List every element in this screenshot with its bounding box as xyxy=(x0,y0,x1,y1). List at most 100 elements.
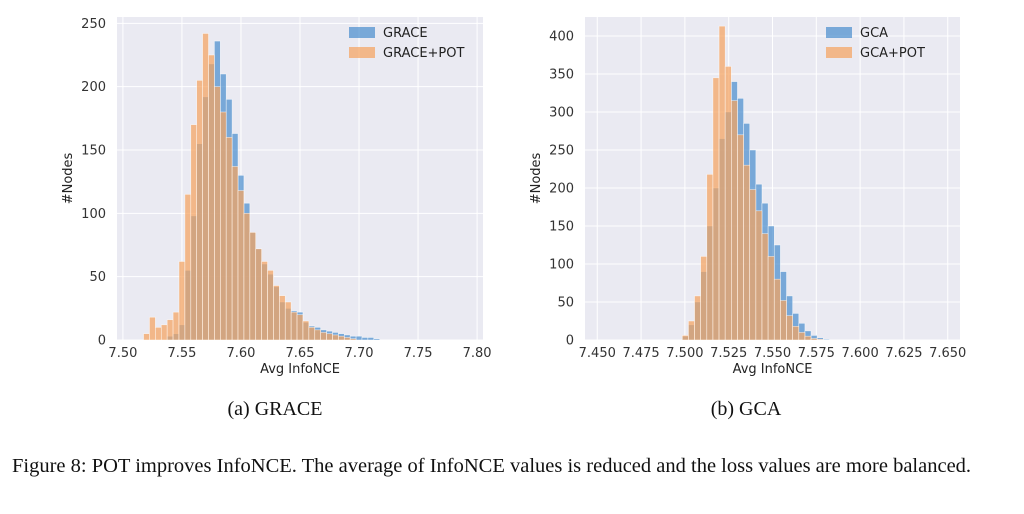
histogram-bar-grace-plus-pot xyxy=(349,338,357,341)
x-tick-label: 7.550 xyxy=(754,346,791,361)
histogram-bar-grace-plus-pot xyxy=(296,314,304,341)
histogram-bar-gca-plus-pot xyxy=(712,77,720,341)
histogram-bar-grace-plus-pot xyxy=(172,311,180,341)
y-tick-label: 250 xyxy=(81,17,106,32)
histogram-bar-gca-plus-pot xyxy=(743,164,751,341)
y-tick-label: 150 xyxy=(81,144,106,159)
histogram-bar-gca-plus-pot xyxy=(767,256,775,341)
histogram-bar-grace-plus-pot xyxy=(249,232,257,341)
histogram-bar-grace-plus-pot xyxy=(338,335,345,341)
x-tick-label: 7.70 xyxy=(345,346,374,361)
histogram-bar-grace-plus-pot xyxy=(184,194,192,341)
histogram-bar-gca xyxy=(823,338,830,341)
histogram-bar-grace xyxy=(355,335,363,341)
x-tick-label: 7.650 xyxy=(929,346,966,361)
chart-gca: 7.450 7.475 7.500 7.525 7.550 7.575 7.600 7.625… xyxy=(529,17,966,377)
histogram-bar-gca-plus-pot xyxy=(810,338,818,341)
histogram-bar-grace-plus-pot xyxy=(302,320,310,341)
histogram-bar-gca-plus-pot xyxy=(792,326,800,341)
histogram-bar-grace-plus-pot xyxy=(320,332,327,341)
y-tick-label: 300 xyxy=(549,106,574,121)
subcaption-grace: (a) GRACE xyxy=(227,398,323,420)
histogram-bar-grace xyxy=(361,337,369,341)
histogram-bar-grace-plus-pot xyxy=(149,316,156,341)
histogram-bar-gca-plus-pot xyxy=(780,300,787,341)
histogram-bar-gca-plus-pot xyxy=(786,315,793,341)
x-tick-label: 7.525 xyxy=(710,346,747,361)
legend-swatch xyxy=(826,27,852,38)
histogram-bar-grace-plus-pot xyxy=(267,270,274,341)
subcaption-gca: (b) GCA xyxy=(710,398,782,420)
histogram-bar-grace-plus-pot xyxy=(214,86,221,341)
histogram-bar-gca-plus-pot xyxy=(816,338,824,341)
x-tick-label: 7.75 xyxy=(404,346,433,361)
legend-swatch xyxy=(349,47,375,58)
histogram-bar-gca-plus-pot xyxy=(773,278,781,341)
histogram-bar-gca-plus-pot xyxy=(681,335,689,341)
legend-label: GCA+POT xyxy=(860,46,925,61)
y-axis-label: #Nodes xyxy=(61,152,76,204)
y-tick-label: 350 xyxy=(549,68,574,83)
y-tick-label: 200 xyxy=(81,80,106,95)
histogram-bar-gca-plus-pot xyxy=(706,174,714,341)
histogram-bar-grace-plus-pot xyxy=(255,248,262,341)
histogram-bar-grace-plus-pot xyxy=(166,319,174,341)
histogram-bar-gca-plus-pot xyxy=(724,66,732,341)
histogram-bar-grace-plus-pot xyxy=(237,190,245,341)
histogram-bar-gca-plus-pot xyxy=(737,134,744,341)
histogram-bar-grace-plus-pot xyxy=(332,334,339,341)
histogram-bar-grace-plus-pot xyxy=(155,327,162,341)
histogram-bar-grace-plus-pot xyxy=(343,337,351,341)
y-tick-label: 0 xyxy=(98,334,106,349)
x-tick-label: 7.475 xyxy=(622,346,659,361)
histogram-bar-grace-plus-pot xyxy=(243,213,251,341)
y-tick-label: 150 xyxy=(549,220,574,235)
histogram-bar-gca-plus-pot xyxy=(718,25,726,341)
histogram-bar-grace-plus-pot xyxy=(225,137,233,341)
x-tick-label: 7.80 xyxy=(463,346,492,361)
histogram-bar-gca-plus-pot xyxy=(688,320,695,341)
y-tick-label: 400 xyxy=(549,30,574,45)
histogram-bar-grace-plus-pot xyxy=(231,166,239,341)
histogram-bar-grace-plus-pot xyxy=(178,261,186,341)
x-tick-label: 7.450 xyxy=(579,346,616,361)
x-tick-label: 7.575 xyxy=(798,346,835,361)
histogram-bar-grace-plus-pot xyxy=(160,324,168,341)
legend-swatch xyxy=(826,47,852,58)
y-tick-label: 50 xyxy=(89,270,106,285)
x-tick-label: 7.600 xyxy=(842,346,879,361)
histogram-bar-grace-plus-pot xyxy=(326,333,333,341)
x-tick-label: 7.60 xyxy=(226,346,255,361)
histogram-bar-gca-plus-pot xyxy=(749,189,757,341)
histogram-bar-grace-plus-pot xyxy=(220,111,227,341)
histogram-bar-gca-plus-pot xyxy=(761,233,769,341)
x-tick-label: 7.50 xyxy=(108,346,137,361)
histogram-bar-grace-plus-pot xyxy=(290,311,298,341)
histogram-bar-grace-plus-pot xyxy=(314,329,321,341)
histogram-bar-gca-plus-pot xyxy=(804,335,812,341)
histogram-bar-grace-plus-pot xyxy=(190,124,197,341)
histogram-bar-gca-plus-pot xyxy=(731,100,738,341)
x-tick-label: 7.65 xyxy=(286,346,315,361)
histogram-bar-grace-plus-pot xyxy=(202,33,209,341)
legend-label: GRACE+POT xyxy=(383,46,464,61)
histogram-bar-grace xyxy=(367,337,375,341)
y-tick-label: 250 xyxy=(549,144,574,159)
y-axis-label: #Nodes xyxy=(529,152,544,204)
histogram-bar-grace-plus-pot xyxy=(208,54,215,341)
histogram-bar-grace-plus-pot xyxy=(284,301,292,341)
y-tick-label: 0 xyxy=(566,334,574,349)
legend-swatch xyxy=(349,27,375,38)
y-tick-label: 100 xyxy=(549,258,574,273)
x-tick-label: 7.625 xyxy=(885,346,922,361)
x-tick-label: 7.500 xyxy=(666,346,703,361)
y-tick-label: 50 xyxy=(557,296,574,311)
histogram-bar-grace-plus-pot xyxy=(143,333,150,341)
y-tick-label: 200 xyxy=(549,182,574,197)
y-tick-label: 100 xyxy=(81,207,106,222)
x-tick-label: 7.55 xyxy=(167,346,196,361)
histogram-bar-gca-plus-pot xyxy=(755,210,763,341)
histogram-bar-grace-plus-pot xyxy=(261,261,268,341)
x-axis-label: Avg InfoNCE xyxy=(733,362,813,377)
